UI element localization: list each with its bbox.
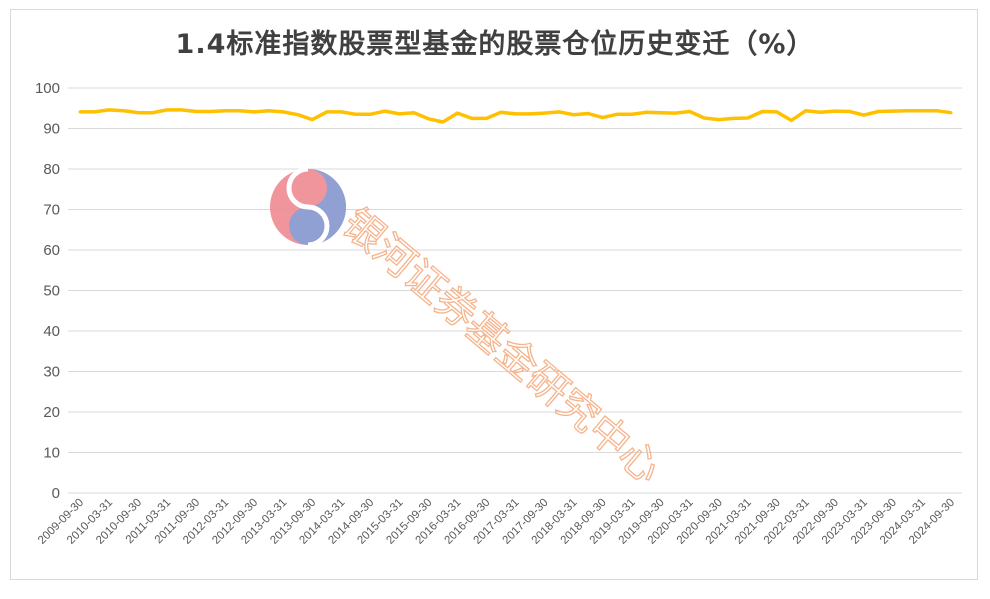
data-point	[441, 120, 445, 124]
data-point	[455, 111, 459, 115]
data-point	[630, 112, 634, 116]
y-tick-label: 30	[43, 364, 60, 381]
data-point	[209, 109, 213, 113]
data-point	[847, 109, 851, 113]
data-point	[93, 110, 97, 114]
data-point	[746, 116, 750, 120]
data-point	[296, 113, 300, 117]
data-point	[920, 109, 924, 113]
gridlines	[68, 87, 962, 494]
data-point	[281, 110, 285, 114]
y-tick-label: 20	[43, 404, 60, 421]
watermark-text: 银河证券基金研究中心	[334, 200, 670, 492]
data-point	[572, 113, 576, 117]
chart-title: 1.4标准指数股票型基金的股票仓位历史变迁（%）	[175, 29, 815, 60]
data-point	[833, 109, 837, 113]
data-point	[412, 111, 416, 115]
data-point	[586, 112, 590, 116]
data-point	[223, 109, 227, 113]
data-point	[397, 112, 401, 116]
data-point	[470, 116, 474, 120]
data-point	[818, 110, 822, 114]
series-points	[78, 108, 953, 124]
data-point	[673, 111, 677, 115]
data-point	[862, 113, 866, 117]
data-point	[194, 109, 198, 113]
data-point	[717, 118, 721, 122]
data-point	[514, 112, 517, 116]
y-tick-label: 50	[43, 283, 60, 300]
y-tick-label: 100	[35, 80, 60, 97]
data-point	[775, 110, 779, 114]
data-point	[484, 116, 488, 120]
data-point	[151, 111, 155, 115]
y-tick-label: 90	[43, 121, 60, 138]
data-point	[78, 110, 82, 114]
data-point	[267, 109, 271, 113]
data-point	[876, 109, 880, 113]
y-tick-label: 80	[43, 161, 60, 178]
data-point	[760, 109, 764, 113]
data-point	[891, 109, 895, 113]
y-axis-ticks: 0 10 20 30 40 50 60 70 80 90 100	[35, 80, 60, 502]
data-point	[426, 117, 430, 121]
data-point	[702, 116, 706, 120]
data-point	[659, 111, 663, 115]
x-axis-ticks: 2009-09-302010-03-312010-09-302011-03-31…	[36, 497, 957, 547]
y-tick-label: 10	[43, 445, 60, 462]
data-point	[310, 118, 314, 122]
data-point	[543, 111, 547, 115]
data-point	[644, 110, 648, 114]
data-point	[325, 110, 329, 114]
y-tick-label: 40	[43, 323, 60, 340]
data-point	[136, 111, 140, 115]
data-point	[949, 111, 953, 115]
data-point	[238, 109, 242, 113]
data-point	[122, 109, 126, 113]
chart-frame	[10, 9, 978, 580]
y-tick-label: 0	[52, 485, 60, 502]
data-point	[789, 118, 793, 122]
data-point	[804, 109, 808, 113]
data-point	[383, 109, 387, 113]
data-point	[107, 108, 111, 112]
data-point	[557, 110, 561, 114]
data-point	[368, 112, 372, 116]
data-point	[354, 112, 358, 116]
data-point	[934, 109, 938, 113]
data-point	[180, 108, 184, 112]
y-tick-label: 70	[43, 202, 60, 219]
data-point	[615, 112, 619, 116]
data-point	[165, 108, 169, 112]
data-point	[905, 109, 909, 113]
data-point	[688, 109, 692, 113]
data-point	[528, 112, 532, 116]
data-point	[731, 116, 735, 120]
data-point	[252, 110, 256, 114]
data-point	[601, 116, 605, 120]
y-tick-label: 60	[43, 242, 60, 259]
data-point	[339, 110, 343, 114]
galaxy-logo-icon	[270, 166, 346, 248]
data-point	[499, 110, 503, 114]
